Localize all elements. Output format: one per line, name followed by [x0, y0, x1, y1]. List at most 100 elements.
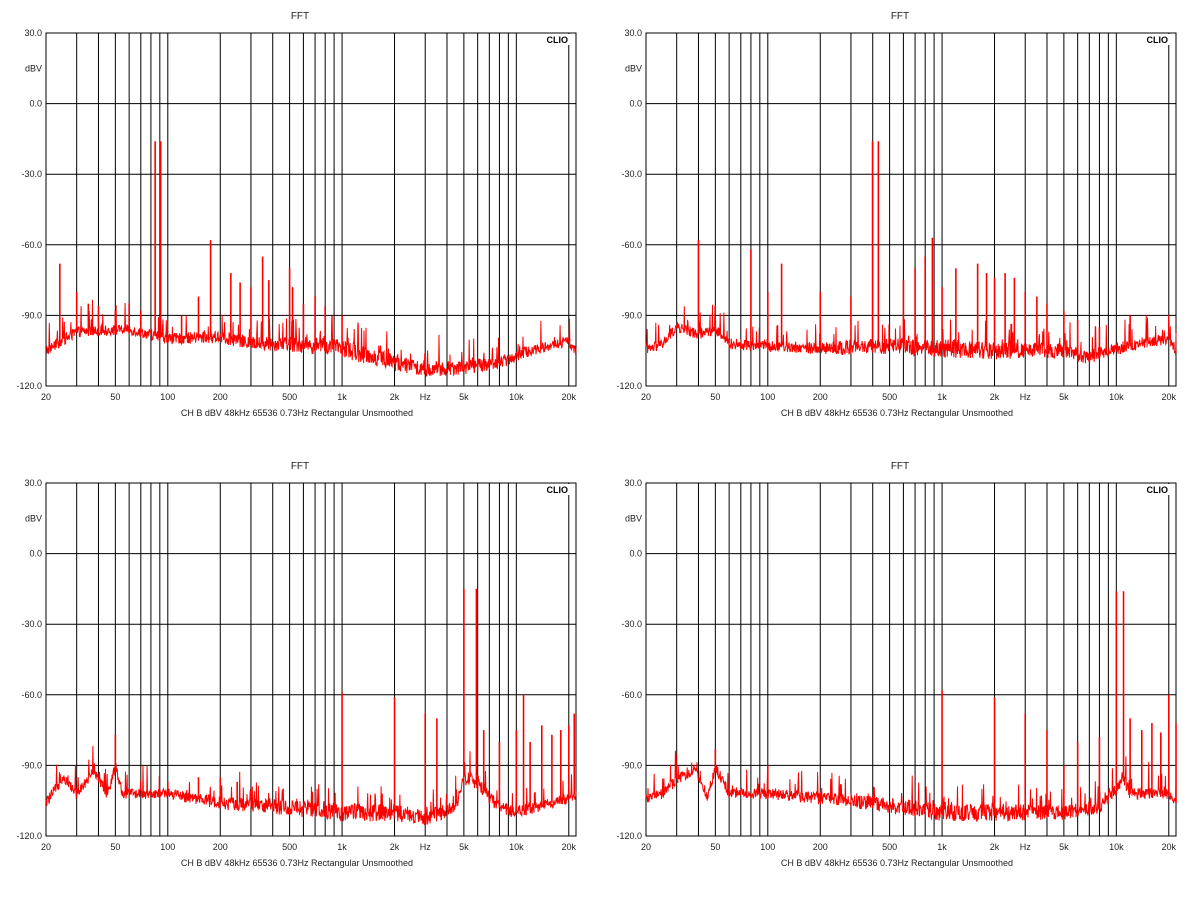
y-axis-label: dBV — [25, 513, 42, 523]
clio-logo: CLIO — [1147, 35, 1169, 45]
y-tick-label: -60.0 — [21, 690, 42, 700]
x-tick-label: 20 — [641, 392, 651, 402]
x-tick-label: 20k — [562, 842, 577, 852]
y-tick-label: -90.0 — [21, 310, 42, 320]
y-tick-label: 30.0 — [624, 28, 642, 38]
x-tick-label: 200 — [213, 392, 228, 402]
x-tick-label: 10k — [509, 842, 524, 852]
grid — [45, 33, 576, 386]
plot-frame — [645, 482, 1177, 837]
chart-footer: CH B dBV 48kHz 65536 0.73Hz Rectangular … — [781, 408, 1013, 418]
spectrum-line — [45, 745, 577, 825]
x-tick-label: 2k — [390, 842, 400, 852]
x-tick-label: 1k — [937, 842, 947, 852]
y-tick-label: -90.0 — [621, 310, 642, 320]
clio-logo: CLIO — [547, 485, 569, 495]
x-tick-label: 1k — [337, 392, 347, 402]
x-tick-label: 500 — [882, 392, 897, 402]
logo-background — [536, 484, 574, 495]
x-tick-label: 2k — [990, 842, 1000, 852]
chart-footer: CH B dBV 48kHz 65536 0.73Hz Rectangular … — [181, 858, 413, 868]
y-tick-label: -120.0 — [616, 381, 642, 391]
x-tick-label: 200 — [813, 842, 828, 852]
x-tick-label: 200 — [813, 392, 828, 402]
x-tick-label: 500 — [282, 842, 297, 852]
plot-frame — [645, 32, 1177, 387]
logo-background — [536, 34, 574, 45]
clio-logo: CLIO — [1147, 485, 1169, 495]
y-tick-label: 0.0 — [629, 549, 642, 559]
x-tick-label: 100 — [760, 392, 775, 402]
x-tick-label: 5k — [459, 392, 469, 402]
y-tick-label: -120.0 — [616, 831, 642, 841]
chart-footer: CH B dBV 48kHz 65536 0.73Hz Rectangular … — [181, 408, 413, 418]
y-tick-label: -120.0 — [16, 831, 42, 841]
x-tick-label: 200 — [213, 842, 228, 852]
x-tick-label: 10k — [1109, 842, 1124, 852]
x-tick-label: 20 — [41, 842, 51, 852]
x-tick-label: 20 — [41, 392, 51, 402]
y-tick-label: -60.0 — [21, 240, 42, 250]
logo-background — [1136, 34, 1174, 45]
x-axis-label: Hz — [1020, 842, 1031, 852]
y-tick-label: 30.0 — [24, 478, 42, 488]
x-tick-label: 50 — [110, 842, 120, 852]
x-tick-label: 50 — [710, 392, 720, 402]
fft-chart-2: FFT 30.0 0.0 -30.0 -60.0 -90.0 -120.0 dBV 20 50 10… — [616, 11, 1177, 418]
y-tick-label: 0.0 — [29, 549, 42, 559]
y-tick-label: 30.0 — [624, 478, 642, 488]
chart-title: FFT — [291, 461, 309, 472]
clio-logo: CLIO — [547, 35, 569, 45]
y-axis-label: dBV — [25, 63, 42, 73]
x-axis-label: Hz — [420, 392, 431, 402]
fft-chart-3: FFT 30.0 0.0 -30.0 -60.0 -90.0 -120.0 dBV 20 50 10… — [16, 461, 577, 868]
x-tick-label: 50 — [710, 842, 720, 852]
y-tick-label: -30.0 — [621, 619, 642, 629]
y-tick-label: -60.0 — [621, 690, 642, 700]
y-axis-label: dBV — [625, 513, 642, 523]
x-tick-label: 20k — [1162, 842, 1177, 852]
x-tick-label: 1k — [337, 842, 347, 852]
y-tick-label: -90.0 — [21, 760, 42, 770]
plot-frame — [45, 482, 577, 837]
chart-title: FFT — [891, 461, 909, 472]
fft-chart-4: FFT 30.0 0.0 -30.0 -60.0 -90.0 -120.0 dBV 20 50 10… — [616, 461, 1177, 868]
x-tick-label: 50 — [110, 392, 120, 402]
x-tick-label: 2k — [990, 392, 1000, 402]
x-axis-label: Hz — [420, 842, 431, 852]
x-tick-label: 100 — [160, 842, 175, 852]
x-tick-label: 100 — [160, 392, 175, 402]
x-tick-label: 1k — [937, 392, 947, 402]
logo-background — [1136, 484, 1174, 495]
x-tick-label: 20k — [562, 392, 577, 402]
y-tick-label: -30.0 — [21, 619, 42, 629]
y-tick-label: 0.0 — [629, 99, 642, 109]
y-tick-label: -30.0 — [621, 169, 642, 179]
chart-footer: CH B dBV 48kHz 65536 0.73Hz Rectangular … — [781, 858, 1013, 868]
grid — [645, 33, 1176, 386]
x-tick-label: 500 — [282, 392, 297, 402]
y-tick-label: -30.0 — [21, 169, 42, 179]
x-tick-label: 20k — [1162, 392, 1177, 402]
x-tick-label: 20 — [641, 842, 651, 852]
x-tick-label: 10k — [509, 392, 524, 402]
x-tick-label: 10k — [1109, 392, 1124, 402]
spectrum-line — [645, 750, 1177, 823]
x-tick-label: 5k — [459, 842, 469, 852]
y-tick-label: -60.0 — [621, 240, 642, 250]
y-tick-label: -120.0 — [16, 381, 42, 391]
x-tick-label: 5k — [1059, 392, 1069, 402]
y-tick-label: 0.0 — [29, 99, 42, 109]
x-tick-label: 5k — [1059, 842, 1069, 852]
x-tick-label: 500 — [882, 842, 897, 852]
x-axis-label: Hz — [1020, 392, 1031, 402]
spectrum-line — [45, 299, 577, 377]
x-tick-label: 2k — [390, 392, 400, 402]
x-tick-label: 100 — [760, 842, 775, 852]
chart-title: FFT — [291, 11, 309, 22]
chart-title: FFT — [891, 11, 909, 22]
fft-chart-1: FFT 30.0 0.0 -30.0 -60.0 -90.0 -120.0 dBV 20 50 10… — [16, 11, 577, 418]
y-tick-label: 30.0 — [24, 28, 42, 38]
y-tick-label: -90.0 — [621, 760, 642, 770]
spectrum-line — [645, 304, 1177, 364]
